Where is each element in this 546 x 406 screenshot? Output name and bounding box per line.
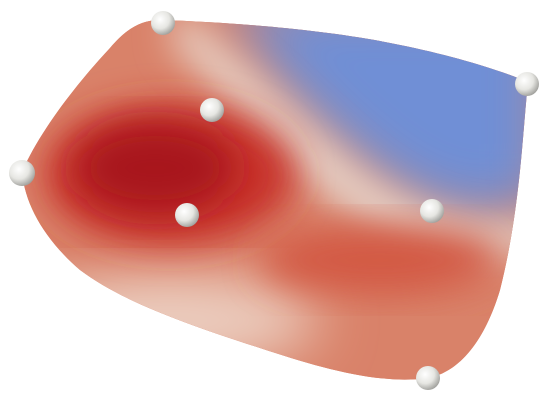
control-point-sphere[interactable] [151, 11, 175, 35]
control-point-sphere[interactable] [416, 366, 440, 390]
control-point-sphere[interactable] [515, 72, 539, 96]
surface-hot-core [75, 123, 235, 213]
control-point-sphere[interactable] [420, 199, 444, 223]
surface-neutral-band [170, 20, 528, 258]
control-point-sphere[interactable] [9, 160, 35, 186]
control-point-sphere[interactable] [175, 203, 199, 227]
surface-warm-streak [260, 225, 500, 295]
control-points [9, 11, 539, 390]
control-point-sphere[interactable] [200, 98, 224, 122]
surface-lower-light [22, 275, 320, 365]
